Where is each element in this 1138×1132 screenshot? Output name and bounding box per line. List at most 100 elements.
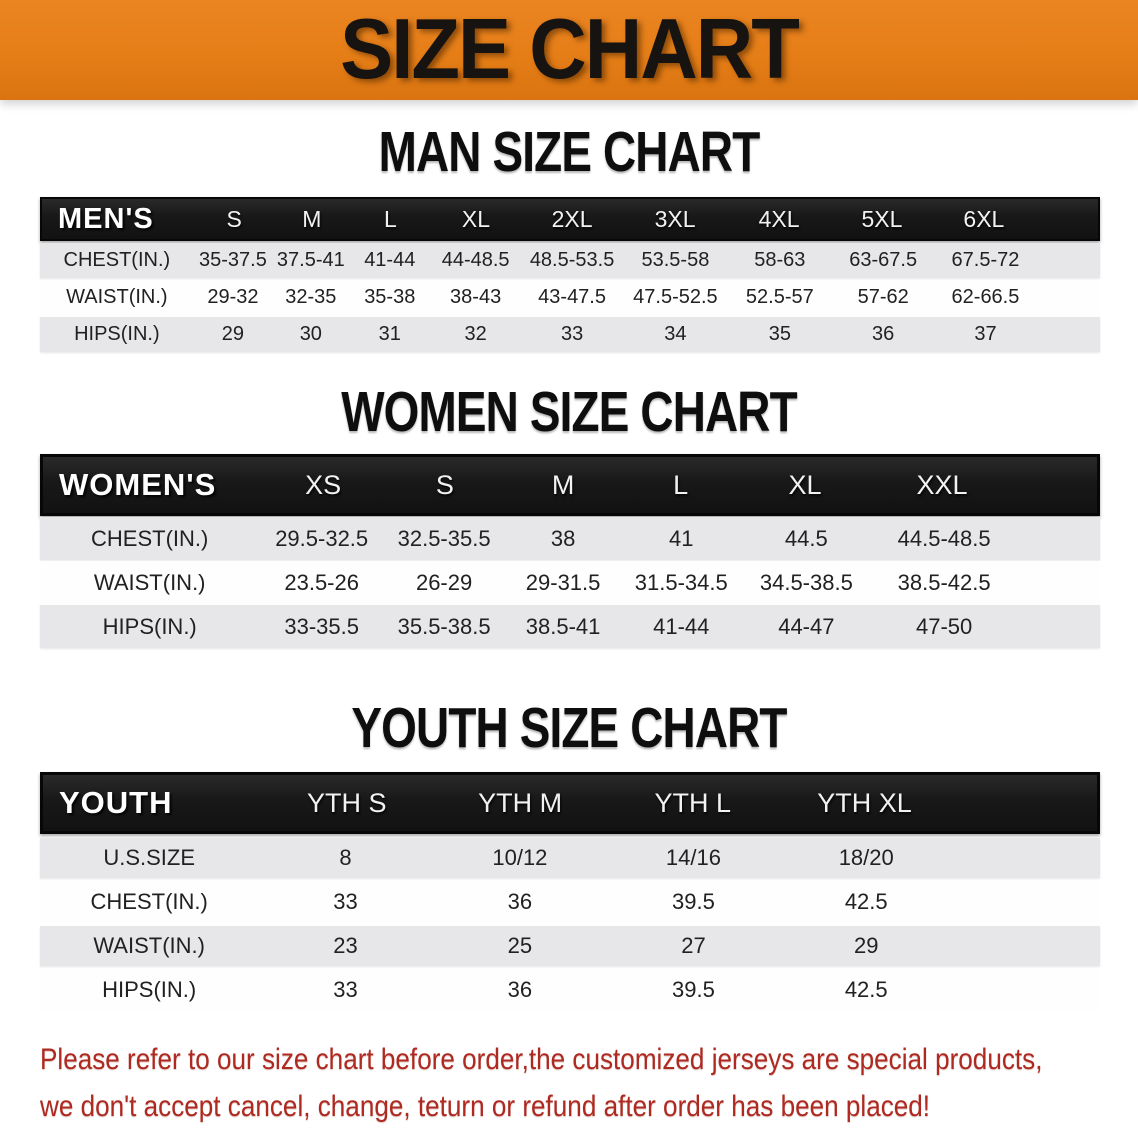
measurement-cell: 29-31.5 (525, 569, 601, 595)
measurement-cell: 67.5-72 (951, 249, 1020, 271)
size-column-header: 6XL (963, 205, 1005, 232)
measurement-row-label: U.S.SIZE (103, 845, 196, 870)
size-column-header: XS (305, 469, 342, 500)
measurement-cell: 32.5-35.5 (397, 525, 491, 551)
measurement-row: CHEST(IN.) 33 36 39.5 42.5 (40, 882, 1100, 922)
size-column-header: S (435, 469, 454, 500)
measurement-cell: 29 (853, 933, 879, 958)
measurement-cell: 25 (507, 933, 533, 958)
measurement-row-label: HIPS(IN.) (102, 613, 197, 639)
measurement-cell: 34 (664, 323, 687, 345)
measurement-row-label: HIPS(IN.) (74, 323, 160, 345)
womens-size-table: WOMEN'S XS S M L XL XXL CHEST(IN.) 29.5-32.5 32.5… (40, 454, 1100, 648)
measurement-row-label: WAIST(IN.) (66, 286, 168, 308)
size-column-header: XL (461, 205, 491, 232)
measurement-cell: 33 (333, 977, 358, 1002)
measurement-cell: 53.5-58 (641, 249, 710, 271)
size-column-header: L (673, 469, 689, 500)
mens-size-table: MEN'S S M L XL 2XL 3XL 4XL 5XL 6XL CHEST(IN.) 35-37… (40, 197, 1100, 352)
measurement-cell: 14/16 (665, 845, 721, 870)
table-header-row: WOMEN'S XS S M L XL XXL (40, 454, 1100, 516)
size-column-header: S (226, 205, 242, 232)
measurement-cell: 38 (550, 525, 576, 551)
size-chart-banner: SIZE CHART (0, 0, 1138, 100)
table-header-row: MEN'S S M L XL 2XL 3XL 4XL 5XL 6XL (40, 197, 1100, 241)
measurement-cell: 41-44 (364, 249, 416, 271)
measurement-cell: 29 (221, 323, 245, 345)
measurement-row: HIPS(IN.) 33-35.5 35.5-38.5 38.5-41 41-44 44-… (40, 605, 1100, 648)
measurement-row-label: HIPS(IN.) (102, 977, 197, 1002)
size-column-header: M (302, 205, 322, 232)
measurement-row: WAIST(IN.) 23.5-26 26-29 29-31.5 31.5-34.5 34… (40, 561, 1100, 604)
measurement-cell: 31 (378, 323, 401, 345)
order-policy-note: Please refer to our size chart before or… (40, 1036, 1138, 1130)
measurement-cell: 29.5-32.5 (275, 525, 369, 551)
measurement-cell: 36 (872, 323, 895, 345)
youth-section-heading-text: YOUTH SIZE CHART (351, 696, 787, 760)
size-column-header: M (551, 469, 575, 500)
order-policy-line-2: we don't accept cancel, change, teturn o… (40, 1090, 931, 1123)
measurement-cell: 44.5-48.5 (897, 525, 991, 551)
measurement-cell: 23 (333, 933, 358, 958)
measurement-cell: 48.5-53.5 (529, 249, 615, 271)
measurement-cell: 38.5-41 (525, 613, 601, 639)
youth-section-heading: YOUTH SIZE CHART (0, 696, 1138, 760)
men-section-heading: MAN SIZE CHART (0, 120, 1138, 184)
measurement-cell: 41-44 (653, 613, 710, 639)
measurement-cell: 62-66.5 (951, 286, 1020, 308)
measurement-cell: 27 (681, 933, 706, 958)
men-section-heading-text: MAN SIZE CHART (378, 120, 761, 184)
measurement-cell: 42.5 (844, 977, 888, 1002)
measurement-cell: 42.5 (844, 889, 888, 914)
order-policy-line-1: Please refer to our size chart before or… (40, 1043, 1043, 1076)
size-column-header: 4XL (758, 205, 800, 232)
measurement-row-label: CHEST(IN.) (90, 889, 208, 914)
measurement-cell: 32 (464, 323, 487, 345)
size-column-header: 5XL (861, 205, 903, 232)
measurement-row: WAIST(IN.) 23 25 27 29 (40, 926, 1100, 966)
measurement-cell: 63-67.5 (849, 249, 918, 271)
measurement-cell: 44.5 (784, 525, 828, 551)
group-label: YOUTH (59, 785, 173, 820)
measurement-row-label: CHEST(IN.) (91, 525, 209, 551)
size-column-header: YTH S (307, 787, 387, 818)
measurement-cell: 33 (333, 889, 358, 914)
size-column-header: XXL (916, 469, 968, 500)
measurement-cell: 39.5 (672, 889, 715, 914)
measurement-cell: 47.5-52.5 (633, 286, 718, 308)
page-title: SIZE CHART (340, 2, 800, 97)
measurement-cell: 35-37.5 (198, 249, 267, 271)
measurement-cell: 38.5-42.5 (897, 569, 991, 595)
group-label: MEN'S (58, 202, 154, 235)
measurement-cell: 33-35.5 (284, 613, 359, 639)
measurement-cell: 35.5-38.5 (397, 613, 491, 639)
measurement-cell: 29-32 (207, 286, 259, 308)
size-column-header: 2XL (551, 205, 593, 232)
measurement-cell: 37.5-41 (276, 249, 345, 271)
table-header-row: YOUTH YTH S YTH M YTH L YTH XL (40, 772, 1100, 834)
measurement-row: CHEST(IN.) 35-37.5 37.5-41 41-44 44-48.5 48.5… (40, 243, 1100, 278)
measurement-cell: 31.5-34.5 (634, 569, 728, 595)
measurement-row: HIPS(IN.) 29 30 31 32 33 34 35 36 37 (40, 317, 1100, 352)
size-column-header: XL (788, 469, 822, 500)
women-section-heading: WOMEN SIZE CHART (0, 382, 1138, 442)
measurement-cell: 10/12 (492, 845, 548, 870)
measurement-cell: 52.5-57 (745, 286, 814, 308)
measurement-cell: 18/20 (838, 845, 894, 870)
measurement-row: WAIST(IN.) 29-32 32-35 35-38 38-43 43-47.5 47.… (40, 280, 1100, 315)
measurement-cell: 47-50 (916, 613, 973, 639)
measurement-cell: 36 (507, 889, 533, 914)
size-column-header: L (384, 205, 397, 232)
measurement-row-label: WAIST(IN.) (93, 933, 205, 958)
measurement-row: U.S.SIZE 8 10/12 14/16 18/20 (40, 838, 1100, 878)
measurement-cell: 44-48.5 (441, 249, 510, 271)
measurement-cell: 23.5-26 (284, 569, 359, 595)
size-column-header: YTH XL (817, 787, 912, 818)
measurement-cell: 37 (974, 323, 997, 345)
measurement-cell: 44-47 (778, 613, 835, 639)
measurement-cell: 38-43 (450, 286, 502, 308)
measurement-cell: 36 (507, 977, 533, 1002)
measurement-cell: 43-47.5 (538, 286, 606, 308)
measurement-row-label: CHEST(IN.) (63, 249, 171, 271)
group-label: WOMEN'S (59, 467, 217, 502)
